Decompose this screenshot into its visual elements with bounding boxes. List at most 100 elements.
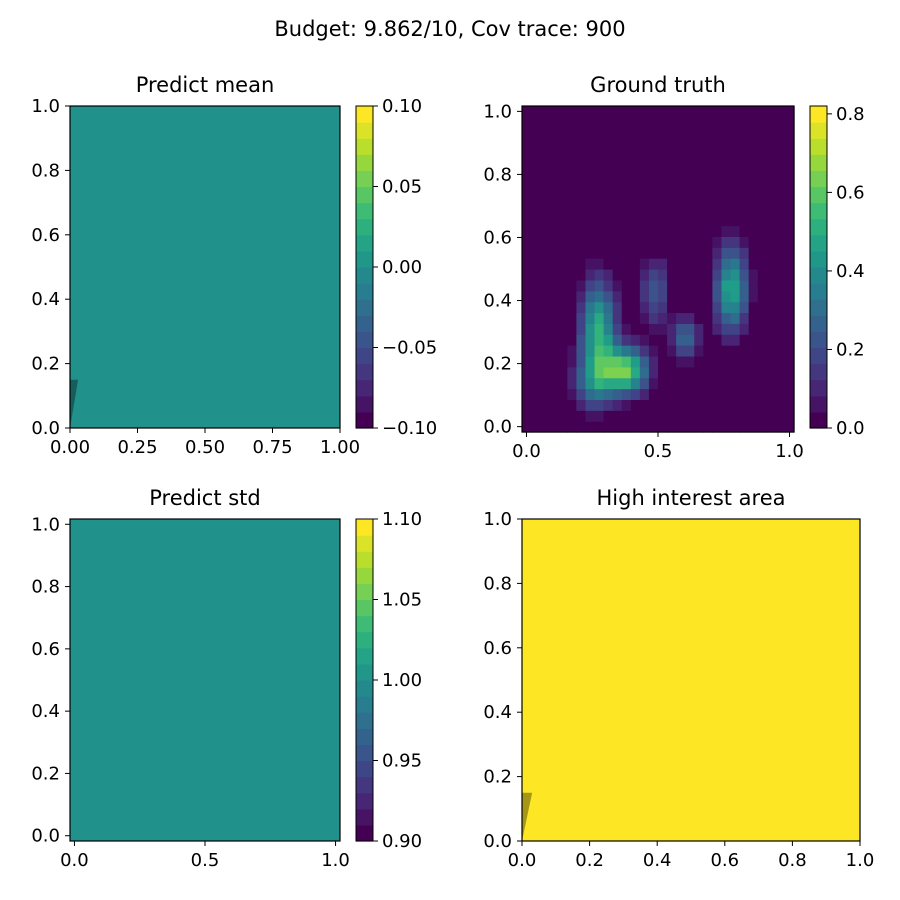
heatmap-cell xyxy=(540,160,550,172)
heatmap-cell xyxy=(567,192,577,205)
heatmap-cell xyxy=(630,236,641,248)
heatmap-cell xyxy=(766,225,777,237)
heatmap-cell xyxy=(567,127,577,140)
heatmap-cell xyxy=(775,247,786,259)
heatmap-cell xyxy=(703,225,713,237)
heatmap-cell xyxy=(766,127,777,140)
heatmap-cell xyxy=(531,355,541,368)
heatmap-cell xyxy=(739,355,750,368)
colorbar-segment xyxy=(356,824,373,842)
heatmap-cell xyxy=(648,236,659,248)
heatmap-cell xyxy=(748,290,759,303)
heatmap-cell xyxy=(739,258,750,270)
heatmap-cell xyxy=(594,410,605,422)
heatmap-cell xyxy=(730,225,741,237)
heatmap-cell xyxy=(721,366,732,379)
colorbar-segment xyxy=(356,202,373,220)
heatmap-cell xyxy=(630,301,641,314)
heatmap-cell xyxy=(694,116,704,129)
heatmap-cell xyxy=(712,345,723,357)
heatmap-cell xyxy=(685,106,695,118)
heatmap-cell xyxy=(567,301,577,314)
heatmap-cell xyxy=(522,171,532,183)
heatmap-cell xyxy=(757,214,768,227)
heatmap-cell xyxy=(567,323,577,335)
heatmap-cell xyxy=(685,127,695,140)
heatmap-cell xyxy=(594,290,605,303)
heatmap-cell xyxy=(775,149,786,161)
heatmap-cell xyxy=(531,269,541,281)
heatmap-cell xyxy=(558,334,568,346)
heatmap-cell xyxy=(676,116,686,129)
heatmap-cell xyxy=(748,388,759,400)
heatmap-cell xyxy=(694,171,704,183)
heatmap-cell xyxy=(639,192,650,205)
heatmap-cell xyxy=(676,399,686,411)
colorbar-segment xyxy=(810,267,827,284)
heatmap-cell xyxy=(576,355,587,368)
heatmap-cell xyxy=(676,345,686,357)
heatmap-cell xyxy=(648,116,659,129)
heatmap-cell xyxy=(775,192,786,205)
heatmap-cell xyxy=(612,301,623,314)
heatmap-cell xyxy=(630,323,641,335)
heatmap-cell xyxy=(576,301,587,314)
colorbar-segment xyxy=(810,154,827,171)
heatmap-cell xyxy=(730,421,741,433)
heatmap-cell xyxy=(685,290,695,303)
heatmap-cell xyxy=(639,290,650,303)
heatmap-cell xyxy=(658,269,668,281)
heatmap-cell xyxy=(576,171,587,183)
heatmap-cell xyxy=(712,269,723,281)
heatmap-cell xyxy=(730,345,741,357)
heatmap-cell xyxy=(766,203,777,216)
heatmap-cell xyxy=(549,203,559,216)
heatmap-cell xyxy=(612,312,623,324)
figure-suptitle: Budget: 9.862/10, Cov trace: 900 xyxy=(274,17,625,41)
heatmap-cell xyxy=(594,214,605,227)
colorbar-tick-label: 0.6 xyxy=(836,182,865,203)
heatmap-cell xyxy=(585,290,596,303)
heatmap-cell xyxy=(567,149,577,161)
heatmap-cell xyxy=(757,127,768,140)
heatmap-cell xyxy=(703,182,713,194)
heatmap-cell xyxy=(612,247,623,259)
heatmap-cell xyxy=(748,192,759,205)
heatmap-cell xyxy=(603,225,614,237)
heatmap-cell xyxy=(567,377,577,390)
heatmap-cell xyxy=(739,421,750,433)
colorbar-tick-label: 0.8 xyxy=(836,104,865,125)
heatmap-cell xyxy=(676,388,686,400)
heatmap-cell xyxy=(621,106,632,118)
heatmap-cell xyxy=(676,182,686,194)
heatmap-cell xyxy=(585,192,596,205)
heatmap-cell xyxy=(775,345,786,357)
heatmap-cell xyxy=(639,366,650,379)
heatmap-cell xyxy=(630,377,641,390)
heatmap-cell xyxy=(567,138,577,151)
heatmap-cell xyxy=(603,182,614,194)
heatmap-cell xyxy=(667,127,677,140)
heatmap-cell xyxy=(721,236,732,248)
heatmap-cell xyxy=(685,279,695,292)
heatmap-cell xyxy=(585,323,596,335)
heatmap-cell xyxy=(757,192,768,205)
colorbar-segment xyxy=(810,411,827,429)
colorbar-segment xyxy=(356,696,373,713)
heatmap-cell xyxy=(676,203,686,216)
heatmap-cell xyxy=(648,345,659,357)
heatmap-cell xyxy=(621,160,632,172)
heatmap-cell xyxy=(775,377,786,390)
heatmap-cell xyxy=(775,214,786,227)
heatmap-cell xyxy=(658,192,668,205)
y-tick-label: 0.6 xyxy=(31,225,60,246)
colorbar-segment xyxy=(356,347,373,365)
heatmap-cell xyxy=(757,421,768,433)
heatmap-cell xyxy=(531,388,541,400)
heatmap-cell xyxy=(639,258,650,270)
heatmap-cell xyxy=(540,236,550,248)
heatmap-cell xyxy=(667,225,677,237)
heatmap-cell xyxy=(757,355,768,368)
heatmap-cell xyxy=(540,355,550,368)
heatmap-cell xyxy=(522,247,532,259)
